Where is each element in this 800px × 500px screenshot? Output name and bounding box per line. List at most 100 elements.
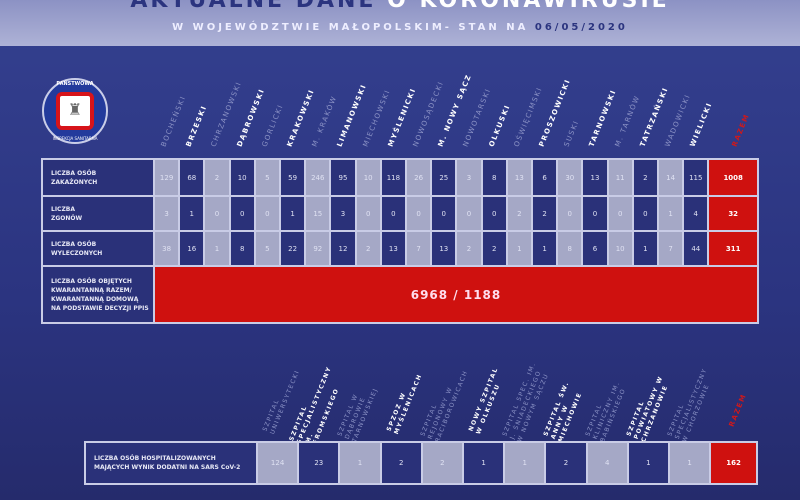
district-header: WIELICKI [688, 101, 714, 148]
row-label: LICZBA OSÓB ZAKAŻONYCH [43, 160, 153, 195]
data-cell: 0 [457, 197, 481, 230]
data-cell: 0 [432, 197, 456, 230]
district-header: KRAKOWSKI [285, 87, 317, 148]
data-cell: 115 [684, 160, 708, 195]
data-cell: 1 [507, 232, 531, 265]
data-cell: 16 [180, 232, 204, 265]
hospital-cell: 1 [670, 443, 710, 483]
data-cell: 6 [533, 160, 557, 195]
data-cell: 1 [281, 197, 305, 230]
hospital-total-header: RAZEM [727, 392, 749, 428]
data-cell: 13 [583, 160, 607, 195]
data-cell: 30 [558, 160, 582, 195]
data-cell: 1 [180, 197, 204, 230]
row-label: LICZBA OSÓB WYLECZONYCH [43, 232, 153, 265]
data-cell: 0 [381, 197, 405, 230]
data-cell: 2 [356, 232, 380, 265]
date: 06/05/2020 [534, 22, 628, 33]
hospital-cell: 4 [587, 443, 627, 483]
data-cell: 44 [684, 232, 708, 265]
data-cell: 7 [407, 232, 431, 265]
data-cell: 5 [255, 232, 279, 265]
district-header: DĄBROWSKI [235, 87, 266, 148]
header-band: AKTUALNE DANE O KORONAWIRUSIE W WOJEWÓDZ… [0, 0, 800, 46]
hospital-cell: 1 [340, 443, 380, 483]
data-cell: 2 [457, 232, 481, 265]
data-cell: 13 [381, 232, 405, 265]
data-cell: 12 [331, 232, 355, 265]
data-cell: 0 [482, 197, 506, 230]
quarantine-label: LICZBA OSÓB OBJĘTYCH KWARANTANNĄ RAZEM/ … [43, 267, 153, 322]
data-cell: 14 [659, 160, 683, 195]
data-cell: 246 [306, 160, 330, 195]
data-cell: 92 [306, 232, 330, 265]
data-cell: 8 [558, 232, 582, 265]
district-table: LICZBA OSÓB ZAKAŻONYCH 129 68 2 10 5 59 246 95 10… [41, 158, 759, 324]
total-header: RAZEM [730, 112, 752, 148]
data-cell: 10 [356, 160, 380, 195]
data-cell: 2 [633, 160, 657, 195]
district-header: TARNOWSKI [587, 88, 619, 148]
data-cell: 0 [230, 197, 254, 230]
data-cell: 1 [205, 232, 229, 265]
district-header: WADOWICKI [663, 92, 693, 148]
data-cell: 7 [659, 232, 683, 265]
hospital-cell: 1 [628, 443, 668, 483]
data-cell: 1 [533, 232, 557, 265]
hospital-total-cell: 162 [711, 443, 756, 483]
total-cell: 1008 [709, 160, 757, 195]
hospital-cell: 1 [464, 443, 504, 483]
data-cell: 11 [608, 160, 632, 195]
hospital-row-label: LICZBA OSÓB HOSPITALIZOWANYCH MAJĄCYCH W… [86, 443, 256, 483]
hospital-cell: 2 [381, 443, 421, 483]
hospital-cell: 2 [546, 443, 586, 483]
data-cell: 15 [306, 197, 330, 230]
district-header: M. KRAKÓW [310, 94, 339, 148]
hospital-cell: 2 [422, 443, 462, 483]
data-cell: 38 [155, 232, 179, 265]
hospital-header: SZPITAL REJONOWY W RACIBOROWICACH [419, 368, 469, 444]
data-cell: 95 [331, 160, 355, 195]
data-cell: 8 [482, 160, 506, 195]
data-cell: 0 [205, 197, 229, 230]
district-header: MIECHOWSKI [361, 88, 392, 148]
data-cell: 10 [230, 160, 254, 195]
hospital-table: LICZBA OSÓB HOSPITALIZOWANYCH MAJĄCYCH W… [84, 441, 758, 485]
hospital-header: SZPITAL W DĄBROWIE TARNOWSKIEJ [336, 386, 380, 444]
data-cell: 25 [432, 160, 456, 195]
data-cell: 2 [205, 160, 229, 195]
row-label: LICZBA ZGONÓW [43, 197, 153, 230]
data-cell: 2 [533, 197, 557, 230]
data-cell: 3 [155, 197, 179, 230]
page-title: AKTUALNE DANE O KORONAWIRUSIE [130, 0, 670, 13]
hospital-cell: 124 [258, 443, 298, 483]
data-cell: 4 [684, 197, 708, 230]
data-cell: 129 [155, 160, 179, 195]
data-cell: 0 [558, 197, 582, 230]
district-header: GORLICKI [260, 102, 285, 148]
page-subtitle: W WOJEWÓDZTWIE MAŁOPOLSKIM- STAN NA 06/0… [172, 22, 628, 33]
hospital-cell: 1 [505, 443, 545, 483]
data-cell: 118 [381, 160, 405, 195]
hospital-cell: 23 [299, 443, 339, 483]
data-cell: 2 [507, 197, 531, 230]
eagle-emblem-icon: ♜ [67, 100, 83, 119]
data-cell: 0 [255, 197, 279, 230]
data-cell: 0 [633, 197, 657, 230]
data-cell: 8 [230, 232, 254, 265]
district-header: BOCHEŃSKI [159, 94, 188, 148]
data-cell: 0 [356, 197, 380, 230]
data-cell: 59 [281, 160, 305, 195]
data-cell: 13 [507, 160, 531, 195]
district-header: OLKUSKI [487, 103, 512, 148]
data-cell: 13 [432, 232, 456, 265]
total-cell: 311 [709, 232, 757, 265]
data-cell: 1 [659, 197, 683, 230]
district-header: M. TARNÓW [613, 93, 642, 148]
data-cell: 5 [255, 160, 279, 195]
data-cell: 3 [331, 197, 355, 230]
district-header: BRZESKI [184, 104, 209, 148]
quarantine-value: 6968 / 1188 [155, 267, 757, 322]
data-cell: 22 [281, 232, 305, 265]
data-cell: 0 [583, 197, 607, 230]
